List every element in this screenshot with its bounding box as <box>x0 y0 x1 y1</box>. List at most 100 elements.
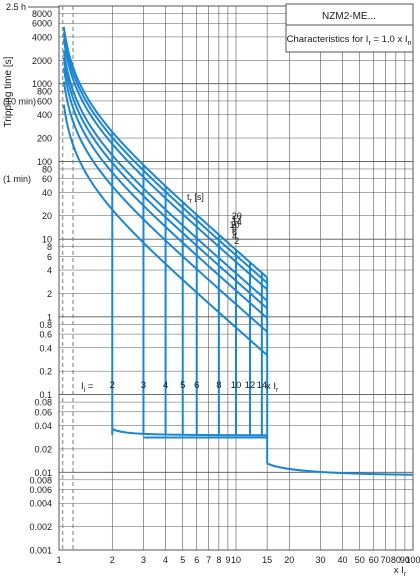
chart-labels: 1 2 3 4 5 6 7 8 9 10 15 20 30 40 50 60 70 80 901000.0010.0… <box>3 2 420 565</box>
ii-label-12: 12 <box>245 380 256 391</box>
subtitle-sub-r: r <box>368 40 371 47</box>
chart-title: NZM2-ME... <box>322 11 376 22</box>
y-tick-label: 0.4 <box>39 343 52 353</box>
x-tick-label: 20 <box>284 555 294 565</box>
ii-label-3: 3 <box>141 380 146 391</box>
y-tick-label: 6000 <box>32 19 52 29</box>
x-tick-label: 8 <box>216 555 221 565</box>
y-tick-label: 8 <box>47 242 52 252</box>
y-tick-label: 0.08 <box>34 398 52 408</box>
y-tick-label: 0.02 <box>34 444 52 454</box>
x-tick-label: 50 <box>355 555 365 565</box>
y-tick-label: 800 <box>37 87 52 97</box>
y-tick-label: 4 <box>47 266 52 276</box>
y-tick-label: 40 <box>42 188 52 198</box>
x-tick-label: 1 <box>56 555 61 565</box>
x-tick-label: 100 <box>405 555 420 565</box>
y-tick-label: 0.004 <box>29 499 52 509</box>
y-tick-label: 200 <box>37 134 52 144</box>
ii-row-tail-sub: r <box>276 387 279 394</box>
tr-legend-title: tr [s] <box>187 192 204 205</box>
x-tick-label: 40 <box>338 555 348 565</box>
x-tick-label: 90 <box>400 555 410 565</box>
tr-label-10: 10 <box>229 220 239 230</box>
y-tick-label: 0.006 <box>29 485 52 495</box>
tr-legend: tr [s] <box>187 192 204 205</box>
instantaneous-tail <box>266 462 414 476</box>
ii-label-10: 10 <box>231 380 242 391</box>
y-axis-label: Tripping time [s] <box>3 56 14 127</box>
title-box <box>285 3 414 53</box>
ii-label-4: 4 <box>163 380 168 391</box>
y-tick-label: 0.008 <box>29 475 52 485</box>
y-tick-label: 2000 <box>32 56 52 66</box>
ii-row-tail-main: x I <box>266 381 276 392</box>
y-tick-label: 1000 <box>32 79 52 89</box>
y-tick-label: 0.8 <box>39 320 52 330</box>
y-tick-label: 6 <box>47 252 52 262</box>
tr-legend-suffix: [s] <box>192 192 204 202</box>
x-axis-label: x Ir <box>394 565 407 578</box>
x-tick-label: 2 <box>110 555 115 565</box>
y-tick-label: 600 <box>37 96 52 106</box>
ii-label-8: 8 <box>216 380 221 391</box>
x-tick-label: 6 <box>194 555 199 565</box>
y-tick-label: 60 <box>42 174 52 184</box>
y-tick-label: 0.1 <box>39 390 52 400</box>
tr-label-2: 2 <box>234 236 239 246</box>
y-tick-label: 0.001 <box>29 546 52 556</box>
subtitle-sub-n: n <box>407 40 411 47</box>
y-tick-label: 0.002 <box>29 522 52 532</box>
subtitle-mid: = 1,0 x I <box>371 34 408 45</box>
x-tick-label: 9 <box>225 555 230 565</box>
x-tick-label: 60 <box>369 555 379 565</box>
subtitle-main: Characteristics for I <box>287 34 369 45</box>
ii-label-14: 14 <box>257 380 268 391</box>
y-tick-label: 10 <box>42 235 52 245</box>
ii-label-5: 5 <box>180 380 185 391</box>
ii-label-2: 2 <box>110 380 115 391</box>
x-tick-label: 10 <box>231 555 241 565</box>
tr-label-4: 4 <box>232 231 237 241</box>
y-tick-label: 1 <box>47 312 52 322</box>
x-tick-label: 3 <box>141 555 146 565</box>
chart-subtitle: Characteristics for Ir = 1,0 x In <box>287 34 412 47</box>
tr-label-20: 20 <box>232 211 242 221</box>
x-tick-label: 5 <box>180 555 185 565</box>
y-tick-label: 2 <box>47 289 52 299</box>
ii-row-tail: x Ir <box>266 381 279 394</box>
y-tick-label: 4000 <box>32 32 52 42</box>
ii-row-suffix: = <box>85 381 94 392</box>
y-tick-label: 0.6 <box>39 330 52 340</box>
tr-label-8: 8 <box>232 224 237 234</box>
ii-row-sub: i <box>84 387 86 394</box>
y-label-1-min: (1 min) <box>3 174 31 184</box>
x-tick-label: 7 <box>206 555 211 565</box>
y-label-10-min: (10 min) <box>3 96 36 106</box>
x-tick-label: 4 <box>163 555 168 565</box>
y-tick-label: 80 <box>42 164 52 174</box>
y-tick-label: 0.04 <box>34 421 52 431</box>
ii-row-labels: Ii = x Ir <box>81 381 279 394</box>
y-tick-label: 0.06 <box>34 407 52 417</box>
ii-label-6: 6 <box>194 380 199 391</box>
y-tick-label: 20 <box>42 211 52 221</box>
x-tick-label: 70 <box>381 555 391 565</box>
ii-row-prefix: I <box>81 381 84 392</box>
tr-label-6: 6 <box>232 227 237 237</box>
tr-legend-prefix: t <box>187 192 190 202</box>
tr-label-14: 14 <box>232 217 242 227</box>
y-tick-label: 8000 <box>32 9 52 19</box>
y-tick-label: 100 <box>37 157 52 167</box>
short-delay-band-upper <box>111 428 268 437</box>
y-tick-label: 0.01 <box>34 468 52 478</box>
tr-legend-sub: r <box>190 198 193 205</box>
x-tick-label: 80 <box>391 555 401 565</box>
ii-row-title: Ii = <box>81 381 94 394</box>
x-tick-label: 30 <box>315 555 325 565</box>
y-tick-label: 0.2 <box>39 367 52 377</box>
tr-label-17: 17 <box>232 214 242 224</box>
y-label-2-5-h: 2.5 h <box>6 2 26 12</box>
x-axis-label-sub: r <box>404 571 407 578</box>
